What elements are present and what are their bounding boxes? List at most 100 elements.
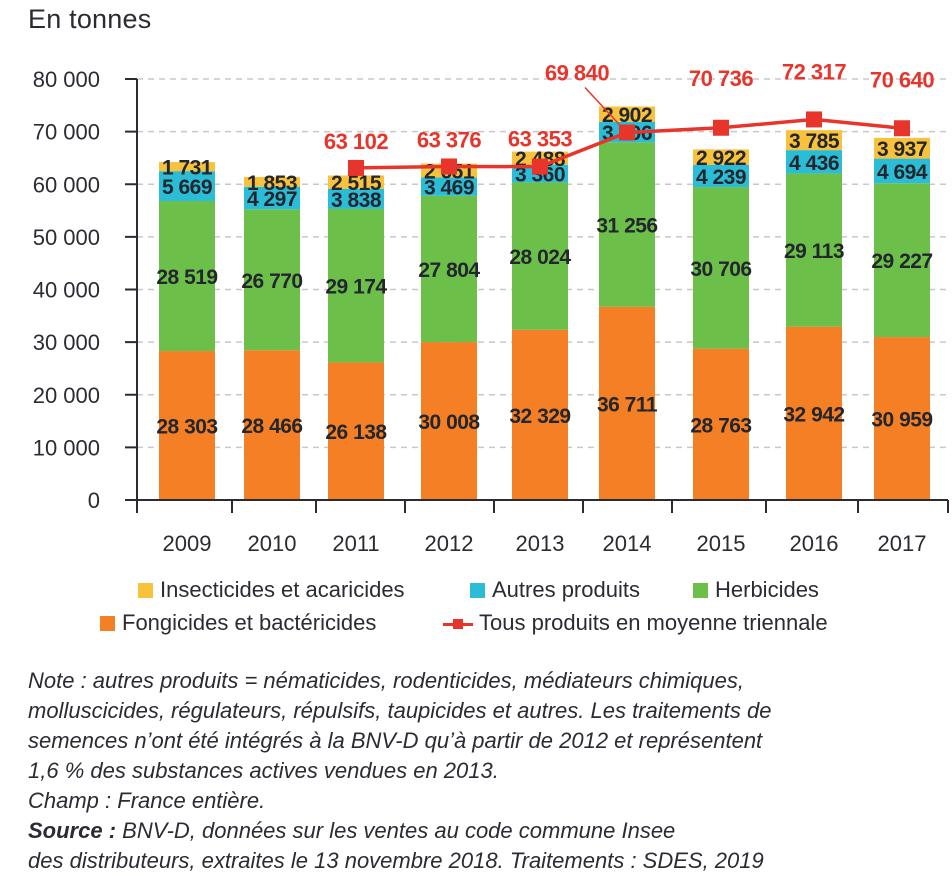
x-tick-label: 2014 <box>603 531 652 556</box>
bar-value-label: 26 770 <box>241 270 302 293</box>
average-line-label: 63 353 <box>508 127 573 152</box>
bar-value-label: 30 959 <box>871 409 932 432</box>
average-line-label: 70 736 <box>689 66 754 91</box>
bar-value-label: 3 937 <box>877 138 927 161</box>
bar-value-label: 32 329 <box>509 405 570 428</box>
bar-segment <box>693 187 749 349</box>
x-axis: 2009 2010 2011 2012 2013 2014 2015 2016 2017 <box>125 499 949 556</box>
note-line: molluscicides, régulateurs, répulsifs, t… <box>28 698 772 723</box>
bar-value-label: 4 694 <box>877 161 928 184</box>
legend-swatch-autres <box>470 582 485 598</box>
note-line: semences n’ont été intégrés à la BNV-D q… <box>28 728 763 753</box>
bar-value-label: 29 174 <box>325 276 387 299</box>
bar-value-label: 32 942 <box>783 403 844 426</box>
bar-value-label: 28 024 <box>509 246 571 269</box>
average-line-label: 69 840 <box>545 60 610 85</box>
y-tick-label: 40 000 <box>33 278 100 303</box>
bar-segment <box>328 208 384 363</box>
source-line-2: des distributeurs, extraites le 13 novem… <box>28 848 764 873</box>
average-line-marker <box>806 111 822 128</box>
bar-segment <box>693 164 749 188</box>
legend-item-autres: Autres produits <box>470 577 640 603</box>
legend-swatch-fongicides <box>100 615 115 631</box>
x-tick-label: 2011 <box>332 531 379 556</box>
bar-value-label: 3 360 <box>515 164 565 187</box>
bar-value-label: 29 113 <box>784 240 844 263</box>
x-tick-label: 2012 <box>425 531 474 556</box>
legend-item-fongicides: Fongicides et bactéricides <box>100 610 376 636</box>
bar-segment <box>874 137 930 159</box>
scope-line: Champ : France entière. <box>28 788 266 813</box>
average-line-label: 63 102 <box>324 129 389 154</box>
bar-segment <box>244 209 300 351</box>
source-text: BNV-D, données sur les ventes au code co… <box>116 818 676 843</box>
bar-segment <box>693 149 749 165</box>
bar-value-label: 3 785 <box>789 130 840 153</box>
bar-value-label: 1 731 <box>162 157 213 180</box>
x-tick-label: 2010 <box>248 531 297 556</box>
bar-segment <box>599 306 655 500</box>
legend-label: Tous produits en moyenne triennale <box>479 610 828 635</box>
bar-segment <box>328 362 384 500</box>
legend-item-herbicides: Herbicides <box>693 577 819 603</box>
bar-segment <box>599 142 655 307</box>
bar-segment <box>244 186 300 210</box>
y-tick-label: 50 000 <box>33 225 100 250</box>
bar-value-label: 26 138 <box>325 421 387 444</box>
bar-value-label: 2 922 <box>696 147 746 170</box>
y-tick-label: 10 000 <box>33 435 100 460</box>
bars <box>159 106 930 500</box>
bar-value-label: 5 669 <box>162 176 212 199</box>
legend-line-marker-icon <box>443 616 473 631</box>
average-line-marker <box>532 158 548 175</box>
x-tick-label: 2016 <box>790 531 839 556</box>
bar-value-label: 30 706 <box>690 258 751 281</box>
bar-value-label: 2 902 <box>602 104 652 127</box>
average-line-label: 70 640 <box>870 67 935 92</box>
bar-value-label: 27 804 <box>418 259 480 282</box>
bar-value-label: 4 239 <box>696 166 746 189</box>
bar-value-label: 28 519 <box>156 266 217 289</box>
bar-segment <box>786 150 842 174</box>
average-line: 63 102 63 376 63 353 69 840 70 736 72 317 70 6… <box>324 59 935 176</box>
unit-label: En tonnes <box>28 4 152 34</box>
bar-segment <box>512 182 568 330</box>
average-line-marker <box>713 119 729 136</box>
bar-value-label: 36 711 <box>597 393 658 416</box>
bar-segment <box>244 176 300 187</box>
average-line-label: 63 376 <box>417 127 482 152</box>
legend-swatch-insecticides <box>138 582 153 598</box>
bar-value-label: 30 008 <box>418 411 480 434</box>
bar-segment <box>786 130 842 151</box>
bar-segment <box>159 351 215 500</box>
note-line: 1,6 % des substances actives vendues en … <box>28 758 499 783</box>
bar-segment <box>328 188 384 209</box>
bar-segment <box>693 348 749 500</box>
bar-segment <box>159 171 215 201</box>
x-tick-label: 2009 <box>163 531 212 556</box>
legend-label: Insecticides et acaricides <box>160 577 405 602</box>
bar-value-label: 29 227 <box>871 250 932 273</box>
bar-value-label: 3 469 <box>424 177 474 200</box>
bar-segment <box>874 183 930 338</box>
x-tick-label: 2015 <box>697 531 746 556</box>
bar-segment <box>328 175 384 189</box>
legend-item-insecticides: Insecticides et acaricides <box>138 577 405 603</box>
legend-item-average: Tous produits en moyenne triennale <box>443 610 828 636</box>
average-label-leader <box>584 86 624 129</box>
average-line-marker <box>441 158 457 175</box>
y-axis: 0 10 000 20 000 30 000 40 000 50 000 60 000 70 … <box>33 67 138 513</box>
bar-value-label: 4 436 <box>789 152 839 175</box>
legend-swatch-herbicides <box>693 582 708 598</box>
bar-segment <box>512 329 568 500</box>
notes: Note : autres produits = nématicides, ro… <box>28 666 948 876</box>
x-tick-label: 2017 <box>878 531 927 556</box>
y-tick-label: 80 000 <box>33 67 100 92</box>
source-line: Source : BNV-D, données sur les ventes a… <box>28 816 948 846</box>
stacked-bar-chart: 0 10 000 20 000 30 000 40 000 50 000 60 000 70 … <box>33 59 949 556</box>
average-line-label: 72 317 <box>782 59 847 84</box>
bar-segment <box>786 326 842 500</box>
bar-segment <box>159 162 215 172</box>
average-line-marker <box>619 124 635 141</box>
